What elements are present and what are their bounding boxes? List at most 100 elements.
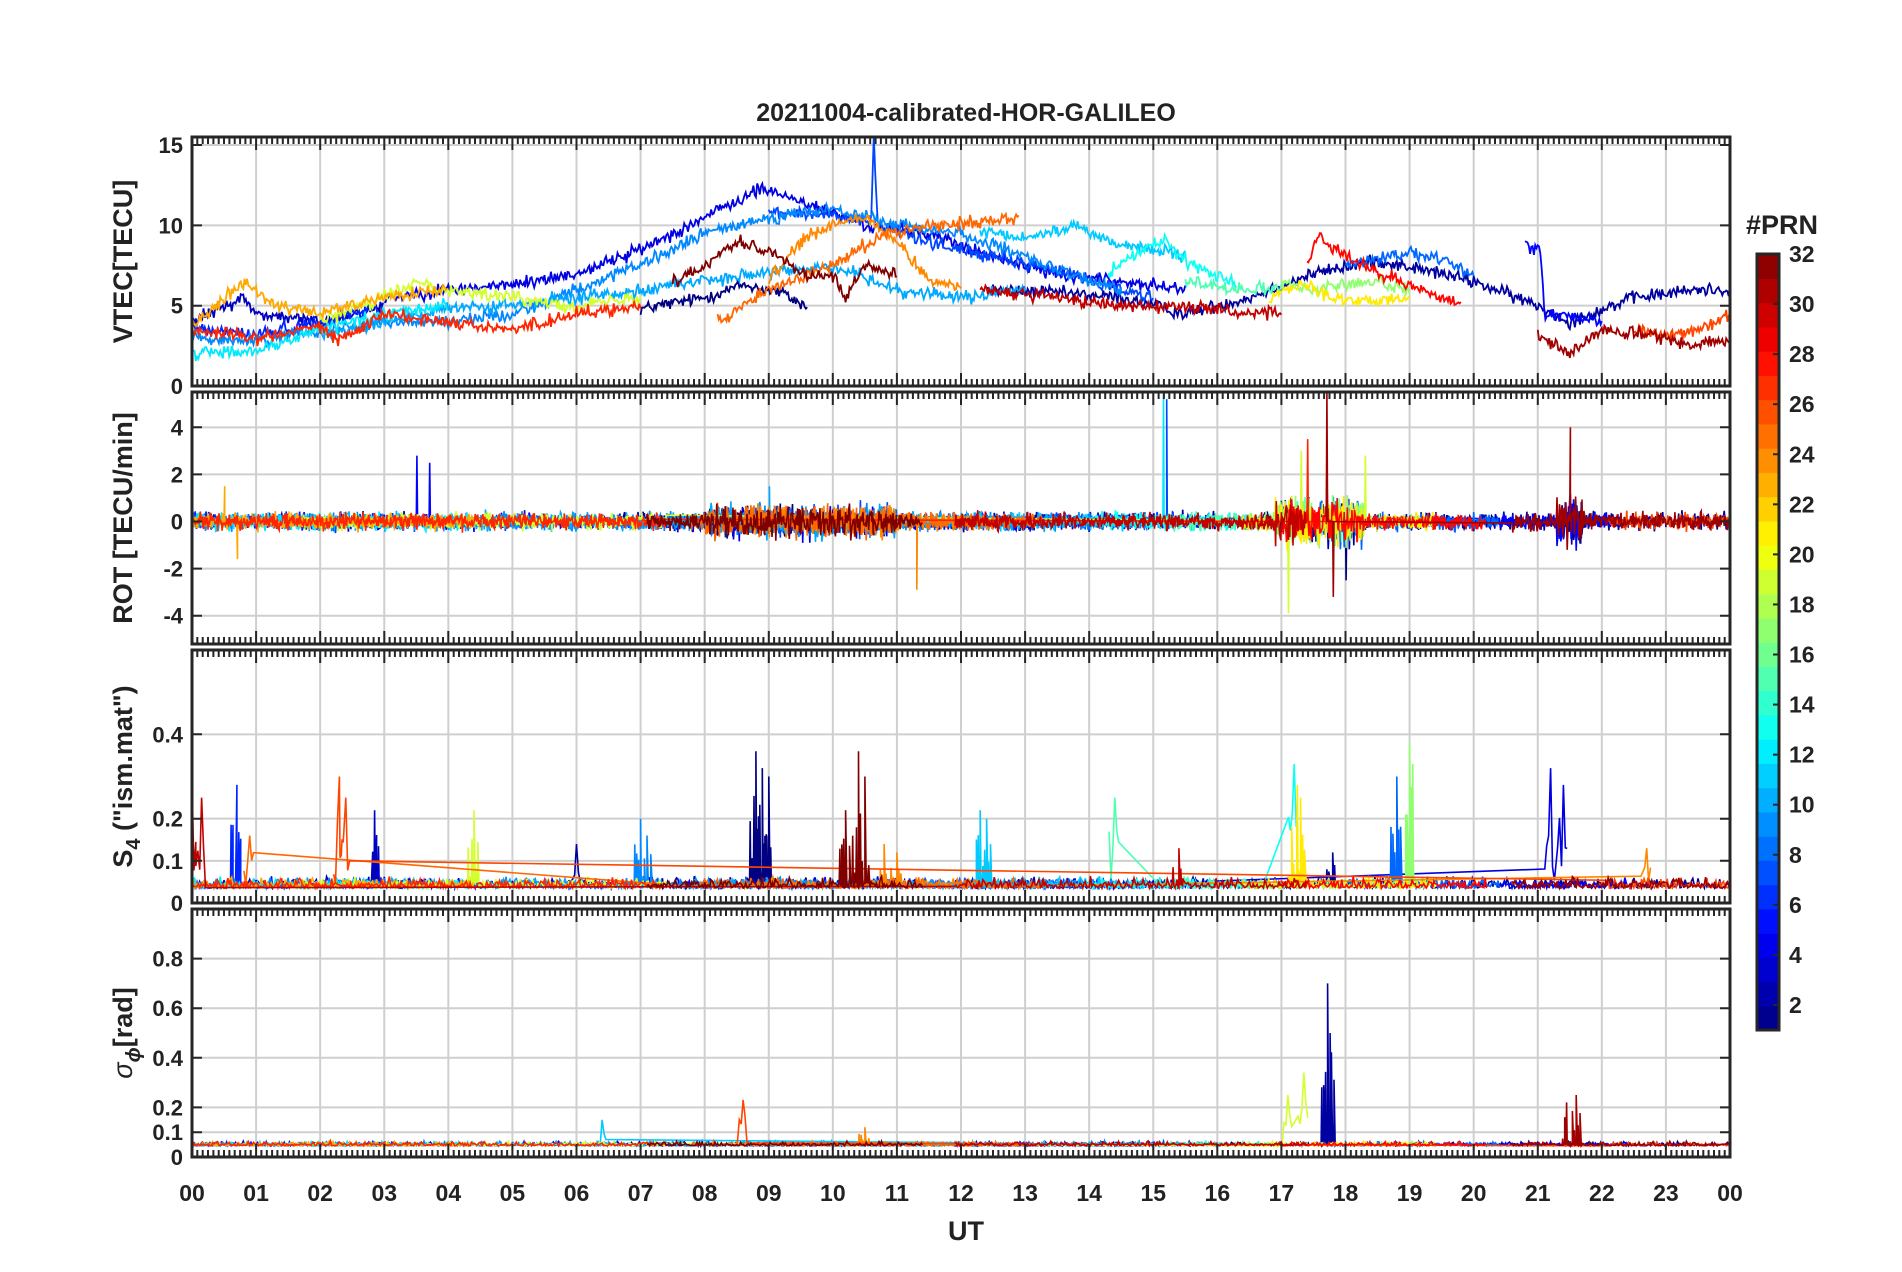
panel-vtec-ticks [191,137,1731,387]
colorbar-band [1757,399,1779,425]
x-axis: 00 01 02 03 04 05 06 07 08 09 10 11 12 13 14 15 16 17 18 19… [179,1180,1743,1206]
y-tick-label: 0.2 [152,1095,183,1120]
y-tick-label: -2 [163,557,183,582]
y-tick-label: 4 [171,415,184,440]
series-prn-13-vtec [1107,231,1238,290]
series-prn-30-vtec [979,283,1283,321]
colorbar-band [1757,278,1779,304]
colorbar-band [1757,714,1779,740]
colorbar-band [1757,617,1779,643]
x-tick-label: 10 [820,1180,846,1206]
colorbar-band [1757,520,1779,546]
colorbar-band [1757,957,1779,983]
colorbar-band [1757,933,1779,958]
x-axis-label: UT [948,1216,984,1246]
series-prn-27-vtec [192,298,642,347]
series-prn-1-vtec [639,277,808,315]
chart-title: 20211004-calibrated-HOR-GALILEO [756,99,1176,127]
x-tick-label: 08 [692,1180,718,1206]
series-prn-30-rot [953,501,1308,547]
colorbar-band [1757,302,1779,328]
colorbar-band [1757,811,1779,837]
series-prn-8-vtec [1344,244,1475,278]
panel-s4-data [192,742,1730,892]
series-prn-30-s4 [192,776,1308,891]
series-prn-11-vtec [979,218,1187,263]
colorbar-tick-label: 30 [1789,291,1815,317]
x-tick-label: 18 [1333,1180,1359,1206]
series-prn-31-vtec [1536,323,1730,359]
panel-s4: 0 0.1 0.2 0.4 S4 ("ism.mat") [108,648,1732,916]
colorbar-tick-label: 32 [1789,241,1815,267]
colorbar-band [1757,763,1779,789]
series-prn-32-vtec [671,234,897,303]
y-axis-label-vtec: VTEC[TECU] [108,180,138,344]
panel-sigma-ticks [191,909,1731,1158]
panel-vtec: 0 5 10 15 VTEC[TECU] [108,133,1732,399]
series-prn-5-vtec [1524,240,1603,328]
colorbar-band [1757,908,1779,934]
colorbar-tick-label: 24 [1789,441,1815,467]
colorbar-label: #PRN [1746,210,1818,240]
colorbar-band [1757,836,1779,861]
x-tick-label: 00 [179,1180,205,1206]
x-tick-label: 00 [1717,1180,1743,1206]
series-prn-17-vtec [1280,273,1411,299]
colorbar-band [1757,1005,1779,1031]
series-prn-3-vtec [192,292,384,330]
colorbar-band [1757,860,1779,886]
y-tick-label: 0.6 [152,996,183,1021]
colorbar-tick-label: 16 [1789,642,1815,668]
y-tick-label: -4 [163,604,183,629]
y-tick-label: 5 [171,294,183,319]
colorbar-tick-label: 20 [1789,541,1815,567]
colorbar-band [1757,569,1779,595]
y-tick-label: 0.4 [152,722,183,747]
colorbar-band [1757,496,1779,522]
series-prn-31-sigma [1511,1094,1730,1149]
colorbar-band [1757,593,1779,619]
colorbar-band [1757,981,1779,1007]
y-tick-label: 0 [171,374,183,399]
x-tick-label: 01 [243,1180,269,1206]
colorbar-band [1757,254,1779,279]
x-tick-label: 14 [1076,1180,1102,1206]
colorbar-band [1757,326,1779,352]
x-tick-label: 15 [1140,1180,1166,1206]
series-prn-25-vtec [716,211,1020,325]
colorbar-tick-label: 18 [1789,591,1815,617]
x-tick-label: 13 [1012,1180,1038,1206]
series-prn-32-s4 [646,751,924,891]
series-prn-15-vtec [1184,275,1283,297]
colorbar-band [1757,666,1779,692]
series-prn-31-s4 [1511,874,1730,891]
colorbar-band [1757,739,1779,764]
series-prn-32-rot [646,503,923,541]
colorbar-tick-label: 6 [1789,892,1802,918]
colorbar-tick-label: 14 [1789,692,1815,718]
colorbar-band [1757,690,1779,716]
x-tick-label: 17 [1269,1180,1295,1206]
x-tick-label: 06 [564,1180,590,1206]
series-prn-32-sigma [646,1138,924,1149]
colorbar-band [1757,375,1779,401]
x-tick-label: 07 [628,1180,654,1206]
colorbar-band [1757,448,1779,473]
x-tick-label: 02 [307,1180,333,1206]
series-prn-31-rot [1325,392,1730,597]
colorbar-band [1757,545,1779,570]
colorbar-band [1757,884,1779,910]
panel-sigma: 00.10.2 0.4 0.6 0.8 σϕ[rad] [108,907,1732,1170]
y-tick-label: 15 [159,133,183,158]
x-tick-label: 04 [436,1180,462,1206]
y-tick-label: 10 [159,213,183,238]
x-tick-label: 23 [1653,1180,1679,1206]
colorbar-tick-label: 22 [1789,491,1815,517]
x-tick-label: 16 [1205,1180,1231,1206]
colorbar-tick-label: 12 [1789,742,1815,768]
x-tick-label: 19 [1397,1180,1423,1206]
y-tick-label: 0 [171,1145,183,1170]
y-axis-label-rot: ROT [TECU/min] [108,412,138,623]
